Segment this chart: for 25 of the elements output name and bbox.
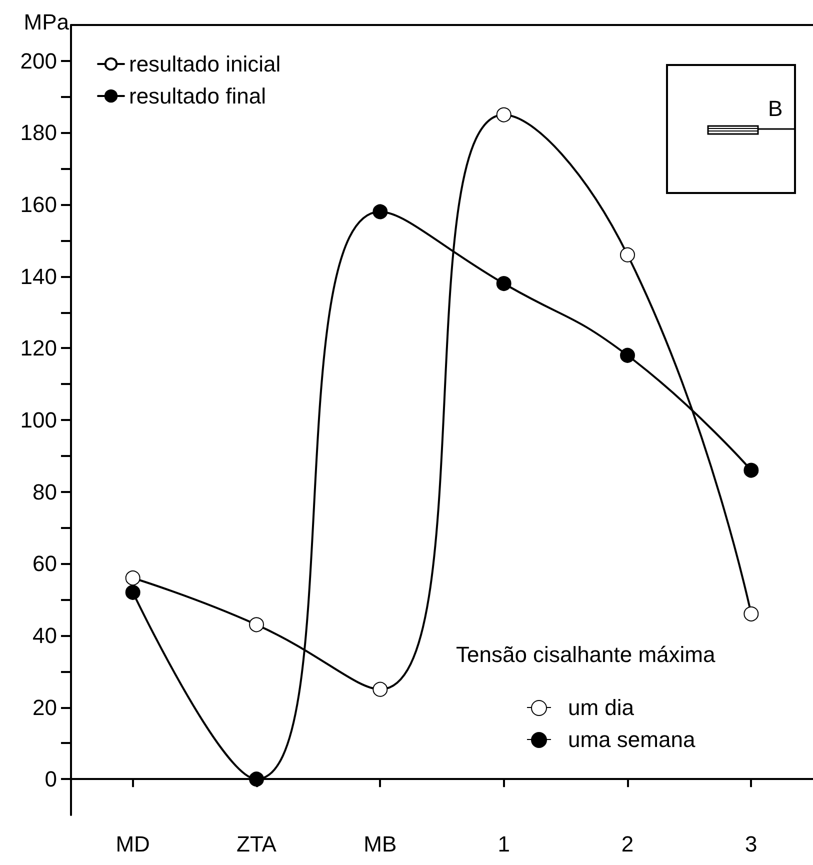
- y-tick-label: 80: [32, 479, 57, 504]
- y-tick-label: 0: [44, 766, 57, 792]
- x-tick-label: MB: [364, 832, 397, 856]
- legend-label: resultado inicial: [129, 52, 281, 76]
- x-tick-label: 3: [745, 832, 758, 856]
- y-tick-label: 200: [20, 48, 57, 74]
- x-tick-label: 1: [498, 832, 510, 856]
- x-tick-label: ZTA: [236, 832, 277, 856]
- annotation: um dia: [568, 695, 634, 720]
- specimen-sketch: B: [666, 64, 796, 194]
- annotation: B: [768, 96, 783, 122]
- y-tick-label: 40: [32, 622, 57, 648]
- y-axis-title: MPa: [24, 10, 70, 34]
- y-tick-label: 140: [20, 264, 57, 289]
- annotation: Tensão cisalhante máxima: [456, 642, 716, 668]
- y-tick-label: 160: [20, 192, 57, 218]
- y-tick-label: 180: [20, 120, 57, 146]
- x-tick-label: 2: [621, 832, 634, 856]
- y-tick-label: 20: [32, 694, 57, 720]
- x-tick-label: MD: [116, 832, 150, 856]
- y-tick-label: 120: [20, 336, 57, 361]
- annotation: uma semana: [568, 727, 696, 752]
- y-tick-label: 100: [20, 408, 57, 432]
- legend-label: resultado final: [129, 84, 266, 108]
- y-tick-label: 60: [32, 551, 57, 576]
